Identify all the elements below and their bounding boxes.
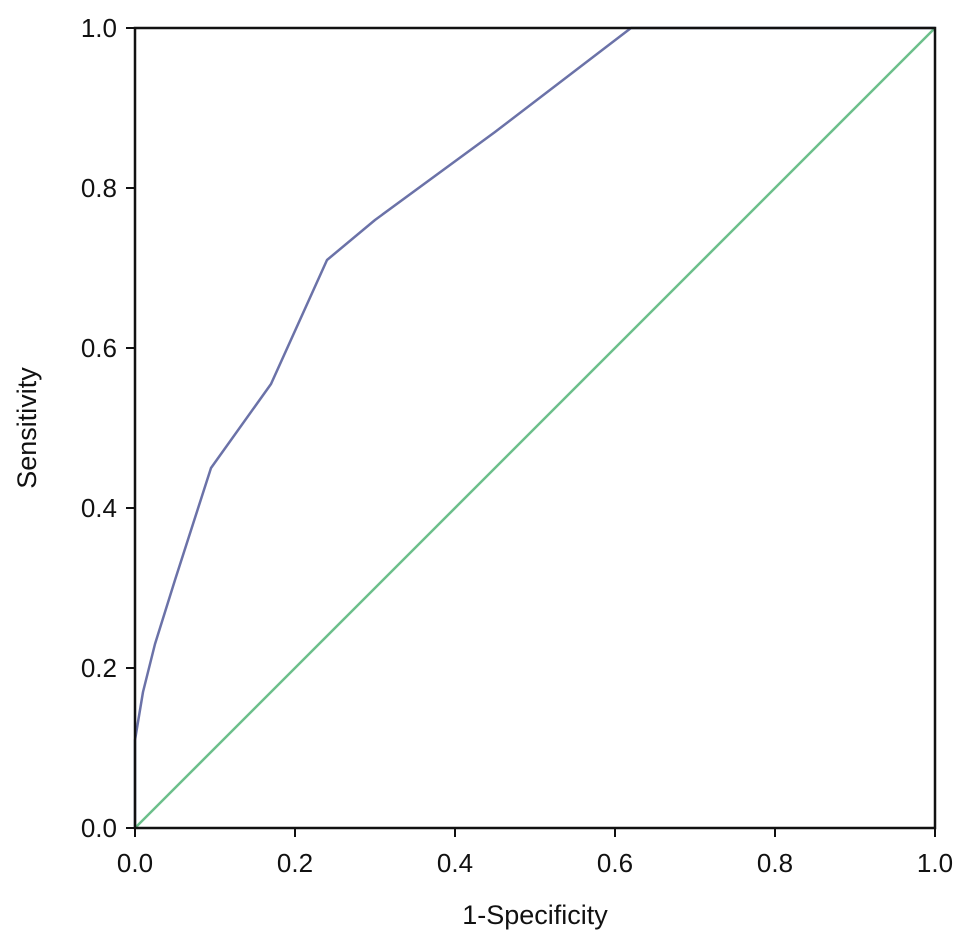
y-axis-title: Sensitivity [12,367,42,489]
x-tick-label: 1.0 [917,848,953,878]
x-tick-label: 0.6 [597,848,633,878]
x-axis-title: 1-Specificity [462,900,608,930]
x-tick-label: 0.0 [117,848,153,878]
y-tick-label: 0.0 [81,813,117,843]
series-layer [133,26,936,829]
y-tick-label: 0.2 [81,653,117,683]
plot-frame [133,26,937,830]
roc-curve-line [133,26,935,828]
x-tick-label: 0.2 [277,848,313,878]
y-tick-label: 0.8 [81,173,117,203]
reference-diagonal-line [134,27,936,829]
y-tick-label: 0.4 [81,493,117,523]
y-tick-label: 1.0 [81,13,117,43]
x-tick-label: 0.4 [437,848,473,878]
y-axis-ticks: 0.0 0.2 0.4 0.6 0.8 1.0 [81,13,135,843]
x-tick-label: 0.8 [757,848,793,878]
x-axis-ticks: 0.0 0.2 0.4 0.6 0.8 1.0 [117,828,953,878]
y-tick-label: 0.6 [81,333,117,363]
